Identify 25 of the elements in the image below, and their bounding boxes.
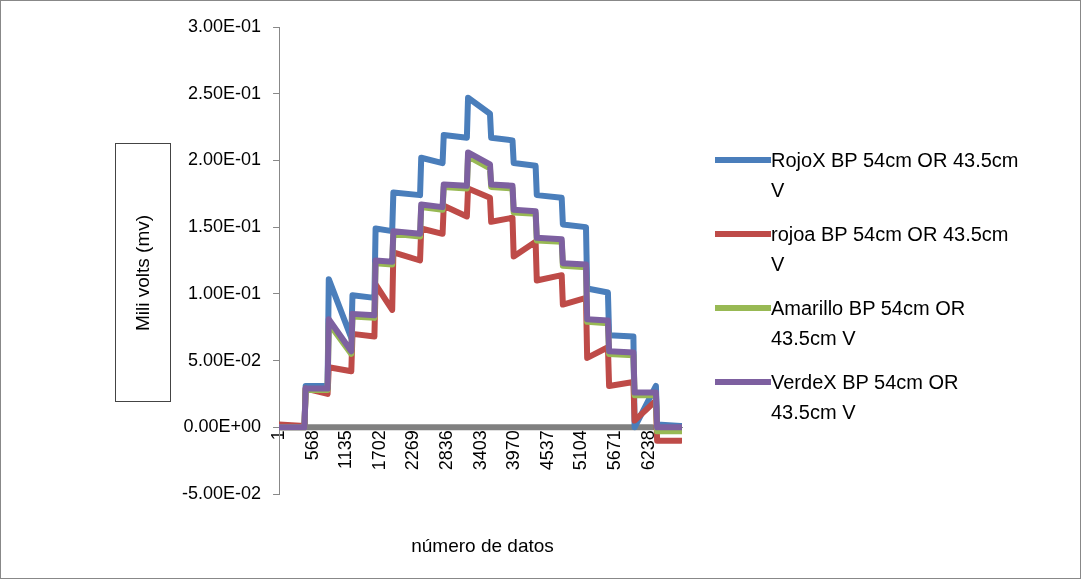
x-tick-label: 2269 — [402, 430, 423, 471]
x-tick-label: 568 — [301, 430, 322, 461]
x-tick-label: 5671 — [604, 430, 625, 471]
x-tick-label: 1135 — [335, 430, 356, 469]
y-tick-label: 1.00E-01 — [187, 282, 262, 303]
legend-label: VerdeX BP 54cm OR 43.5cm V — [771, 370, 960, 425]
x-tick-label: 5104 — [570, 430, 591, 471]
y-tick-label: 3.00E-01 — [187, 15, 262, 36]
legend-label: RojoX BP 54cm OR 43.5cm V — [771, 148, 1020, 203]
x-tick-label: 1702 — [368, 430, 389, 471]
y-tick-label: 5.00E-02 — [187, 349, 262, 370]
x-tick-label: 3403 — [469, 430, 490, 471]
x-tick-label: 3970 — [503, 430, 524, 471]
y-tick-label: 0.00E+00 — [183, 416, 262, 437]
y-tick-label: 2.00E-01 — [187, 149, 262, 170]
x-axis-title: número de datos — [410, 535, 555, 557]
x-tick-label: 6238 — [637, 430, 658, 471]
y-tick-label: -5.00E-02 — [181, 482, 262, 503]
x-tick-label: 2836 — [436, 430, 457, 471]
y-tick-label: 1.50E-01 — [187, 216, 262, 237]
y-tick-label: 2.50E-01 — [187, 82, 262, 103]
x-tick-label: 4537 — [536, 430, 557, 471]
legend-label: rojoa BP 54cm OR 43.5cm V — [771, 222, 1010, 277]
y-axis-title: Mili volts (mv) — [132, 214, 154, 331]
legend-label: Amarillo BP 54cm OR 43.5cm V — [771, 296, 967, 351]
